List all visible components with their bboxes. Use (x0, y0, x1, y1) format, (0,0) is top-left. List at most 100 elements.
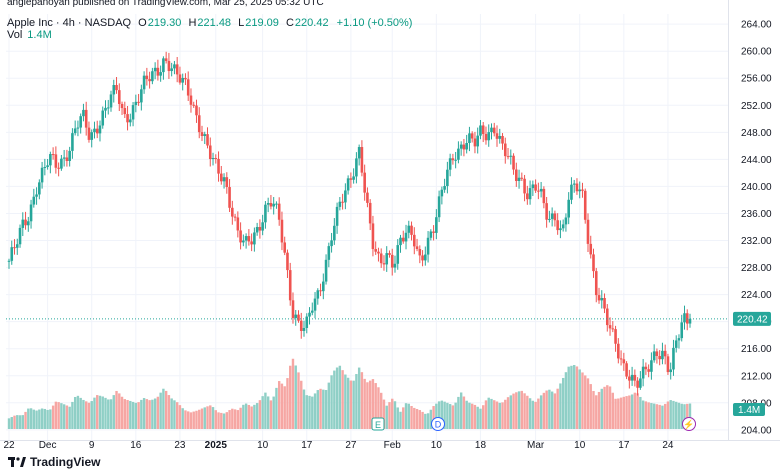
candle-body[interactable] (669, 369, 673, 373)
candle-body[interactable] (7, 260, 11, 262)
candle-body[interactable] (192, 104, 196, 106)
candle-body[interactable] (575, 183, 579, 192)
candle-body[interactable] (512, 155, 515, 170)
candle-body[interactable] (134, 101, 138, 106)
candle-body[interactable] (385, 253, 389, 265)
candle-body[interactable] (214, 158, 218, 160)
candle-body[interactable] (341, 201, 344, 203)
candle-body[interactable] (388, 253, 391, 255)
candle-body[interactable] (275, 203, 278, 205)
candle-body[interactable] (338, 201, 342, 207)
candle-body[interactable] (658, 355, 661, 360)
candle-body[interactable] (76, 127, 80, 129)
candle-body[interactable] (93, 128, 96, 133)
candle-body[interactable] (625, 363, 628, 377)
candle-body[interactable] (106, 107, 110, 109)
candle-body[interactable] (683, 313, 686, 323)
candle-body[interactable] (528, 188, 532, 200)
candle-body[interactable] (239, 230, 242, 243)
candle-body[interactable] (454, 159, 457, 161)
candle-body[interactable] (377, 251, 380, 254)
candle-body[interactable] (603, 298, 606, 309)
candle-body[interactable] (18, 227, 22, 245)
candle-body[interactable] (421, 255, 424, 261)
candle-body[interactable] (71, 133, 74, 151)
candle-body[interactable] (608, 325, 612, 329)
candle-body[interactable] (506, 156, 510, 158)
candle-body[interactable] (429, 231, 433, 238)
candle-body[interactable] (283, 242, 287, 253)
candle-body[interactable] (674, 340, 678, 348)
candle-body[interactable] (156, 67, 160, 76)
candle-body[interactable] (523, 178, 526, 194)
candle-body[interactable] (299, 320, 303, 331)
candle-body[interactable] (465, 143, 468, 150)
candle-body[interactable] (550, 213, 554, 219)
candle-body[interactable] (217, 158, 220, 174)
candle-body[interactable] (335, 206, 339, 226)
candle-body[interactable] (680, 322, 684, 339)
candle-body[interactable] (459, 144, 463, 149)
candle-body[interactable] (443, 186, 446, 190)
candle-body[interactable] (151, 71, 154, 82)
candle-body[interactable] (374, 249, 377, 252)
candle-body[interactable] (663, 350, 667, 357)
candle-body[interactable] (195, 105, 198, 116)
candle-body[interactable] (153, 67, 157, 72)
candle-body[interactable] (13, 247, 16, 249)
candle-body[interactable] (175, 64, 179, 75)
candle-body[interactable] (415, 246, 419, 249)
candle-body[interactable] (495, 133, 499, 139)
candle-body[interactable] (291, 300, 295, 318)
candle-body[interactable] (446, 169, 449, 187)
candle-body[interactable] (200, 132, 204, 137)
candle-body[interactable] (322, 281, 325, 292)
candle-body[interactable] (594, 271, 598, 296)
candle-body[interactable] (288, 270, 292, 301)
candle-body[interactable] (404, 232, 408, 242)
candle-body[interactable] (206, 134, 209, 146)
candle-body[interactable] (261, 222, 264, 231)
candle-body[interactable] (29, 204, 33, 222)
candle-body[interactable] (652, 351, 656, 361)
candle-body[interactable] (330, 240, 333, 247)
candle-body[interactable] (208, 145, 212, 160)
candle-body[interactable] (236, 217, 240, 231)
candle-body[interactable] (390, 254, 394, 268)
candle-body[interactable] (54, 154, 58, 168)
candle-body[interactable] (297, 314, 300, 321)
candle-body[interactable] (432, 231, 435, 233)
candle-body[interactable] (324, 259, 328, 282)
candle-body[interactable] (264, 204, 267, 223)
tradingview-branding[interactable]: TradingView (8, 455, 100, 469)
candle-body[interactable] (633, 374, 637, 381)
candle-body[interactable] (509, 155, 513, 157)
candle-body[interactable] (294, 314, 298, 318)
candle-body[interactable] (583, 190, 587, 220)
candle-body[interactable] (484, 133, 488, 141)
candle-body[interactable] (308, 312, 311, 317)
candle-body[interactable] (266, 203, 270, 205)
candle-body[interactable] (688, 318, 692, 324)
candle-body[interactable] (647, 369, 650, 372)
candle-body[interactable] (95, 128, 99, 134)
candle-body[interactable] (255, 226, 259, 233)
candle-body[interactable] (570, 184, 573, 200)
candle-body[interactable] (319, 290, 322, 292)
candle-body[interactable] (567, 199, 570, 218)
candle-body[interactable] (109, 94, 113, 108)
candle-body[interactable] (457, 148, 460, 160)
candle-body[interactable] (112, 85, 116, 95)
candle-body[interactable] (526, 193, 529, 200)
candle-body[interactable] (622, 359, 626, 364)
candle-body[interactable] (178, 74, 182, 83)
candle-body[interactable] (73, 128, 77, 134)
candle-body[interactable] (222, 177, 226, 182)
candle-body[interactable] (173, 64, 176, 69)
candle-body[interactable] (142, 75, 146, 90)
candle-body[interactable] (346, 178, 350, 191)
candle-body[interactable] (49, 154, 52, 166)
candle-body[interactable] (407, 225, 411, 233)
candle-body[interactable] (424, 254, 427, 261)
